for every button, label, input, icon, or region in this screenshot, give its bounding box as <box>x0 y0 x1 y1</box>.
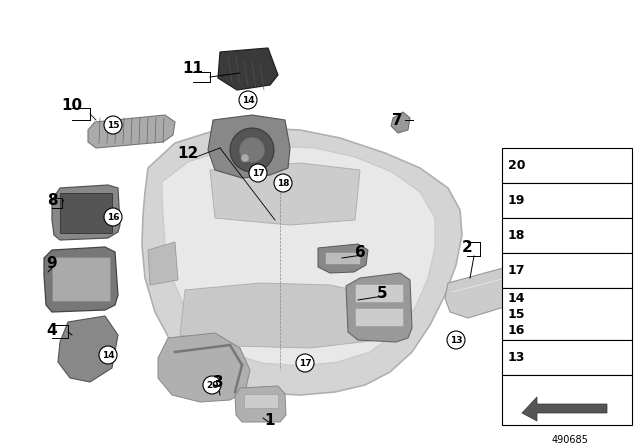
Text: 9: 9 <box>47 255 58 271</box>
Text: 14: 14 <box>102 350 115 359</box>
Text: 18: 18 <box>276 178 289 188</box>
Polygon shape <box>44 247 118 312</box>
Circle shape <box>203 376 221 394</box>
Circle shape <box>241 154 249 162</box>
Text: 12: 12 <box>177 146 198 160</box>
Text: 17: 17 <box>252 168 264 177</box>
Text: 490685: 490685 <box>552 435 588 445</box>
Polygon shape <box>180 283 380 348</box>
Bar <box>60 193 112 233</box>
Text: 1: 1 <box>265 413 275 427</box>
Polygon shape <box>52 185 120 240</box>
Bar <box>502 183 632 218</box>
Circle shape <box>239 91 257 109</box>
Bar <box>502 148 632 183</box>
Polygon shape <box>58 316 118 382</box>
Bar <box>502 288 632 340</box>
Text: 17: 17 <box>508 264 525 277</box>
Bar <box>244 394 278 408</box>
Text: 20: 20 <box>508 159 525 172</box>
Text: 16: 16 <box>508 323 525 336</box>
Text: 20: 20 <box>206 380 218 389</box>
Circle shape <box>274 174 292 192</box>
Text: 2: 2 <box>461 240 472 254</box>
Polygon shape <box>318 244 368 273</box>
Polygon shape <box>162 146 435 366</box>
Text: 11: 11 <box>182 60 204 76</box>
Polygon shape <box>235 386 286 422</box>
Text: 10: 10 <box>61 98 83 112</box>
Text: 13: 13 <box>450 336 462 345</box>
Text: 17: 17 <box>299 358 311 367</box>
Polygon shape <box>391 112 410 133</box>
Polygon shape <box>148 242 178 285</box>
Circle shape <box>447 331 465 349</box>
Polygon shape <box>142 128 462 395</box>
Bar <box>325 252 360 264</box>
Text: 16: 16 <box>107 212 119 221</box>
Bar <box>502 218 632 253</box>
Text: 4: 4 <box>47 323 58 337</box>
Text: 14: 14 <box>242 95 254 104</box>
Circle shape <box>104 208 122 226</box>
Polygon shape <box>88 115 175 148</box>
Circle shape <box>239 137 265 163</box>
Text: 3: 3 <box>212 375 223 389</box>
Text: 5: 5 <box>377 285 387 301</box>
Text: 18: 18 <box>508 229 525 242</box>
Circle shape <box>104 116 122 134</box>
Polygon shape <box>210 163 360 225</box>
Polygon shape <box>208 115 290 178</box>
Circle shape <box>249 164 267 182</box>
Bar <box>52 257 110 301</box>
Circle shape <box>296 354 314 372</box>
Text: 15: 15 <box>508 307 525 320</box>
Bar <box>355 284 403 302</box>
Bar <box>355 308 403 326</box>
Polygon shape <box>445 258 560 318</box>
Circle shape <box>230 128 274 172</box>
Polygon shape <box>346 273 412 342</box>
Bar <box>502 375 632 425</box>
Text: 6: 6 <box>355 245 365 259</box>
Bar <box>502 253 632 288</box>
Polygon shape <box>218 48 278 90</box>
Text: 13: 13 <box>508 351 525 364</box>
Text: 14: 14 <box>508 292 525 305</box>
Bar <box>502 340 632 375</box>
Circle shape <box>99 346 117 364</box>
Polygon shape <box>158 333 250 402</box>
Text: 15: 15 <box>107 121 119 129</box>
Text: 19: 19 <box>508 194 525 207</box>
Text: 8: 8 <box>47 193 58 207</box>
Polygon shape <box>522 397 607 421</box>
Text: 7: 7 <box>392 112 403 128</box>
